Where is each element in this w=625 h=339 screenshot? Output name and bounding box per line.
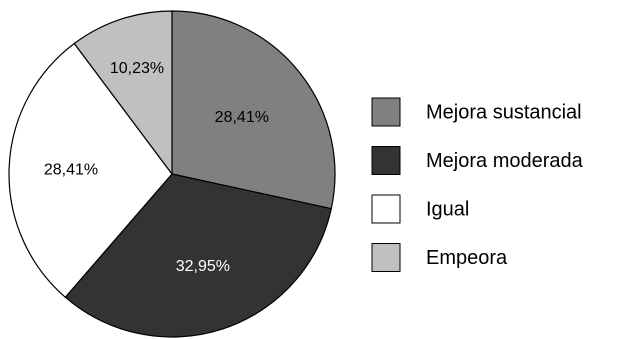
value-label-mejora-sustancial: 28,41%	[215, 109, 269, 126]
pie-slice-mejora-sustancial	[171, 10, 336, 210]
legend: Mejora sustancial Mejora moderada Igual Emp…	[371, 97, 584, 272]
pie-slice-empeora	[73, 10, 173, 176]
value-label-empeora: 10,23%	[110, 60, 164, 77]
pie-slice-igual	[8, 42, 173, 299]
legend-swatch-empeora	[371, 243, 401, 272]
legend-label-mejora-moderada: Mejora moderada	[426, 150, 584, 172]
legend-label-mejora-sustancial: Mejora sustancial	[426, 101, 582, 123]
pie-slice-mejora-moderada	[64, 173, 332, 338]
legend-label-igual: Igual	[426, 198, 469, 220]
legend-swatch-mejora-moderada	[371, 146, 401, 175]
legend-swatch-mejora-sustancial	[371, 97, 401, 127]
legend-swatch-igual	[371, 194, 401, 224]
pie-slices	[8, 10, 336, 338]
legend-label-empeora: Empeora	[426, 247, 508, 269]
value-label-mejora-moderada: 32,95%	[176, 258, 230, 275]
pie-value-labels: 28,41% 32,95% 28,41% 10,23%	[44, 60, 269, 275]
value-label-igual: 28,41%	[44, 162, 98, 179]
